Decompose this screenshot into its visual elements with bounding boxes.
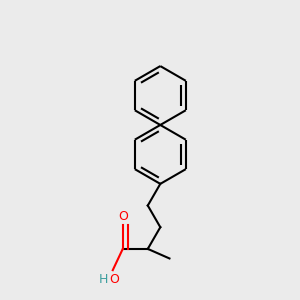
Text: O: O <box>118 210 128 223</box>
Text: O: O <box>109 272 119 286</box>
Text: H: H <box>98 272 108 286</box>
